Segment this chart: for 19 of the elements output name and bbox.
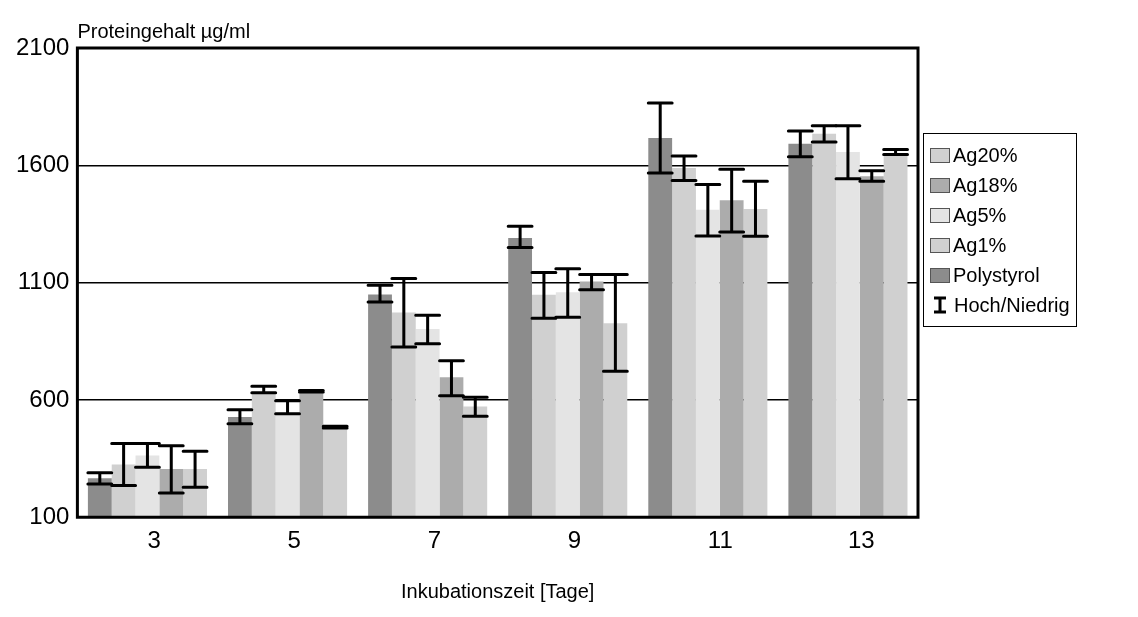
y-tick-label: 100 [29, 501, 70, 529]
x-tick-label: 5 [287, 526, 301, 554]
y-tick-label: 1100 [17, 267, 70, 295]
y-axis-title: Proteingehalt µg/ml [77, 19, 251, 42]
legend-label: Polystyrol [953, 263, 1040, 288]
legend-label: Ag1% [953, 233, 1007, 258]
x-tick-label: 9 [567, 526, 582, 554]
legend-label: Ag18% [953, 173, 1018, 198]
y-tick-label: 600 [29, 384, 70, 412]
x-axis-title: Inkubationszeit [Tage] [400, 579, 595, 602]
legend-label: Ag5% [953, 203, 1007, 228]
x-tick-label: 3 [147, 526, 161, 554]
x-tick-label: 13 [847, 526, 875, 554]
x-tick-label: 7 [427, 526, 441, 554]
y-tick-label: 1600 [16, 149, 70, 177]
x-tick-label: 11 [707, 526, 733, 554]
y-tick-label: 2100 [16, 32, 70, 60]
text: Hoch/Niedrig [954, 293, 1070, 318]
legend-label: Ag20% [953, 143, 1018, 168]
